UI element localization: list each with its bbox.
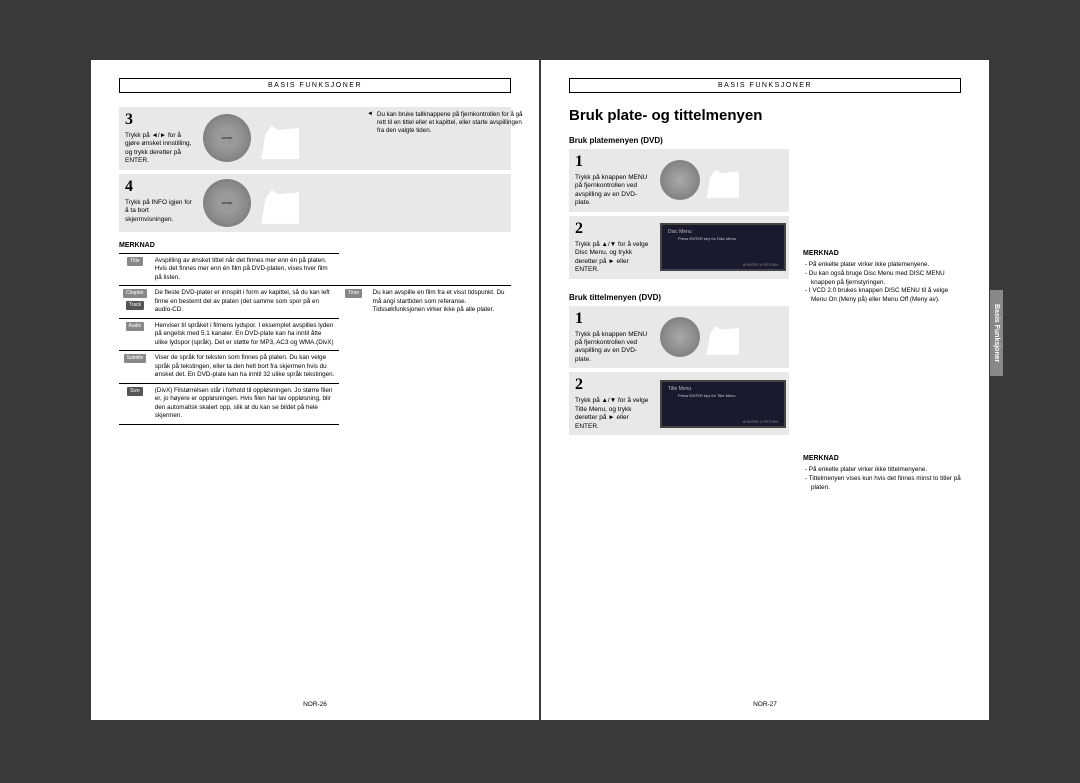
step-number: 4 <box>125 178 193 196</box>
remote-icon <box>203 179 251 227</box>
remote-icon <box>203 114 251 162</box>
step-number: 2 <box>575 220 651 238</box>
step-text: Trykk på ▲/▼ for å velge Title Menu, og … <box>575 397 651 431</box>
step-number: 1 <box>575 310 651 328</box>
notes-block-1: På enkelte plater virker ikke platemenye… <box>803 261 961 305</box>
remote-icon <box>660 160 700 200</box>
page-left: BASIS FUNKSJONER 3 Trykk på ◄/► for å gj… <box>91 60 539 720</box>
step-2b: 2 Trykk på ▲/▼ for å velge Title Menu, o… <box>569 372 789 435</box>
page-footer: NOR-27 <box>753 701 777 708</box>
hand-icon <box>257 117 299 159</box>
page-header-right: BASIS FUNKSJONER <box>569 78 961 93</box>
table-row: TitleAvspilling av ønsket tittel når det… <box>119 253 511 286</box>
hand-icon <box>703 162 739 198</box>
step-1b: 1 Trykk på knappen MENU på fjernkontroll… <box>569 306 789 369</box>
hand-icon <box>257 182 299 224</box>
side-tab: Basis Funksjoner <box>990 290 1003 376</box>
step-4: 4 Trykk på INFO igjen for å ta bort skje… <box>119 174 511 232</box>
table-row: Size(DivX) Filstørrelsen står i forhold … <box>119 383 511 424</box>
table-row: SubtitleViser de språk for teksten som f… <box>119 351 511 384</box>
track-icon: Track <box>126 301 144 310</box>
page-right: BASIS FUNKSJONER Bruk plate- og tittelme… <box>541 60 989 720</box>
audio-icon: Audio <box>126 322 145 331</box>
step-3: 3 Trykk på ◄/► for å gjøre ønsket innsti… <box>119 107 511 170</box>
merknad-label: MERKNAD <box>803 250 961 257</box>
title-icon: Title <box>127 257 142 266</box>
tv-screen: Disc Menu Press ENTER key for Disc Menu … <box>660 223 786 271</box>
step-number: 1 <box>575 153 651 171</box>
page-header-left: BASIS FUNKSJONER <box>119 78 511 93</box>
notes-block-2: På enkelte plater virker ikke tittelmeny… <box>803 466 961 492</box>
time-icon: Time <box>345 289 362 298</box>
remote-icon <box>660 317 700 357</box>
sub-heading: Bruk tittelmenyen (DVD) <box>569 293 789 302</box>
step-text: Trykk på INFO igjen for å ta bort skjerm… <box>125 199 193 224</box>
subtitle-icon: Subtitle <box>124 354 147 363</box>
step-text: Trykk på knappen MENU på fjernkontrollen… <box>575 331 651 365</box>
step-text: Trykk på ▲/▼ for å velge Disc Menu, og t… <box>575 241 651 275</box>
step-2a: 2 Trykk på ▲/▼ for å velge Disc Menu, og… <box>569 216 789 279</box>
table-row: AudioHenviser til språket i filmens lyds… <box>119 318 511 351</box>
info-table: TitleAvspilling av ønsket tittel når det… <box>119 253 511 425</box>
size-icon: Size <box>127 387 143 396</box>
step-number: 2 <box>575 376 651 394</box>
chapter-icon: Chapter <box>123 289 147 298</box>
step-text: Trykk på ◄/► for å gjøre ønsket innstill… <box>125 132 193 166</box>
page-footer: NOR-26 <box>303 701 327 708</box>
step-number: 3 <box>125 111 193 129</box>
step-1a: 1 Trykk på knappen MENU på fjernkontroll… <box>569 149 789 212</box>
sub-heading: Bruk platemenyen (DVD) <box>569 136 789 145</box>
page-spread: BASIS FUNKSJONER 3 Trykk på ◄/► for å gj… <box>91 0 989 780</box>
hand-icon <box>703 319 739 355</box>
step-text: Trykk på knappen MENU på fjernkontrollen… <box>575 174 651 208</box>
merknad-label: MERKNAD <box>803 455 961 462</box>
step-note: Du kan bruke tallknappene på fjernkontro… <box>367 111 527 135</box>
main-heading: Bruk plate- og tittelmenyen <box>569 107 961 124</box>
merknad-label: MERKNAD <box>119 242 511 249</box>
tv-screen: Title Menu Press ENTER key for Title Men… <box>660 380 786 428</box>
